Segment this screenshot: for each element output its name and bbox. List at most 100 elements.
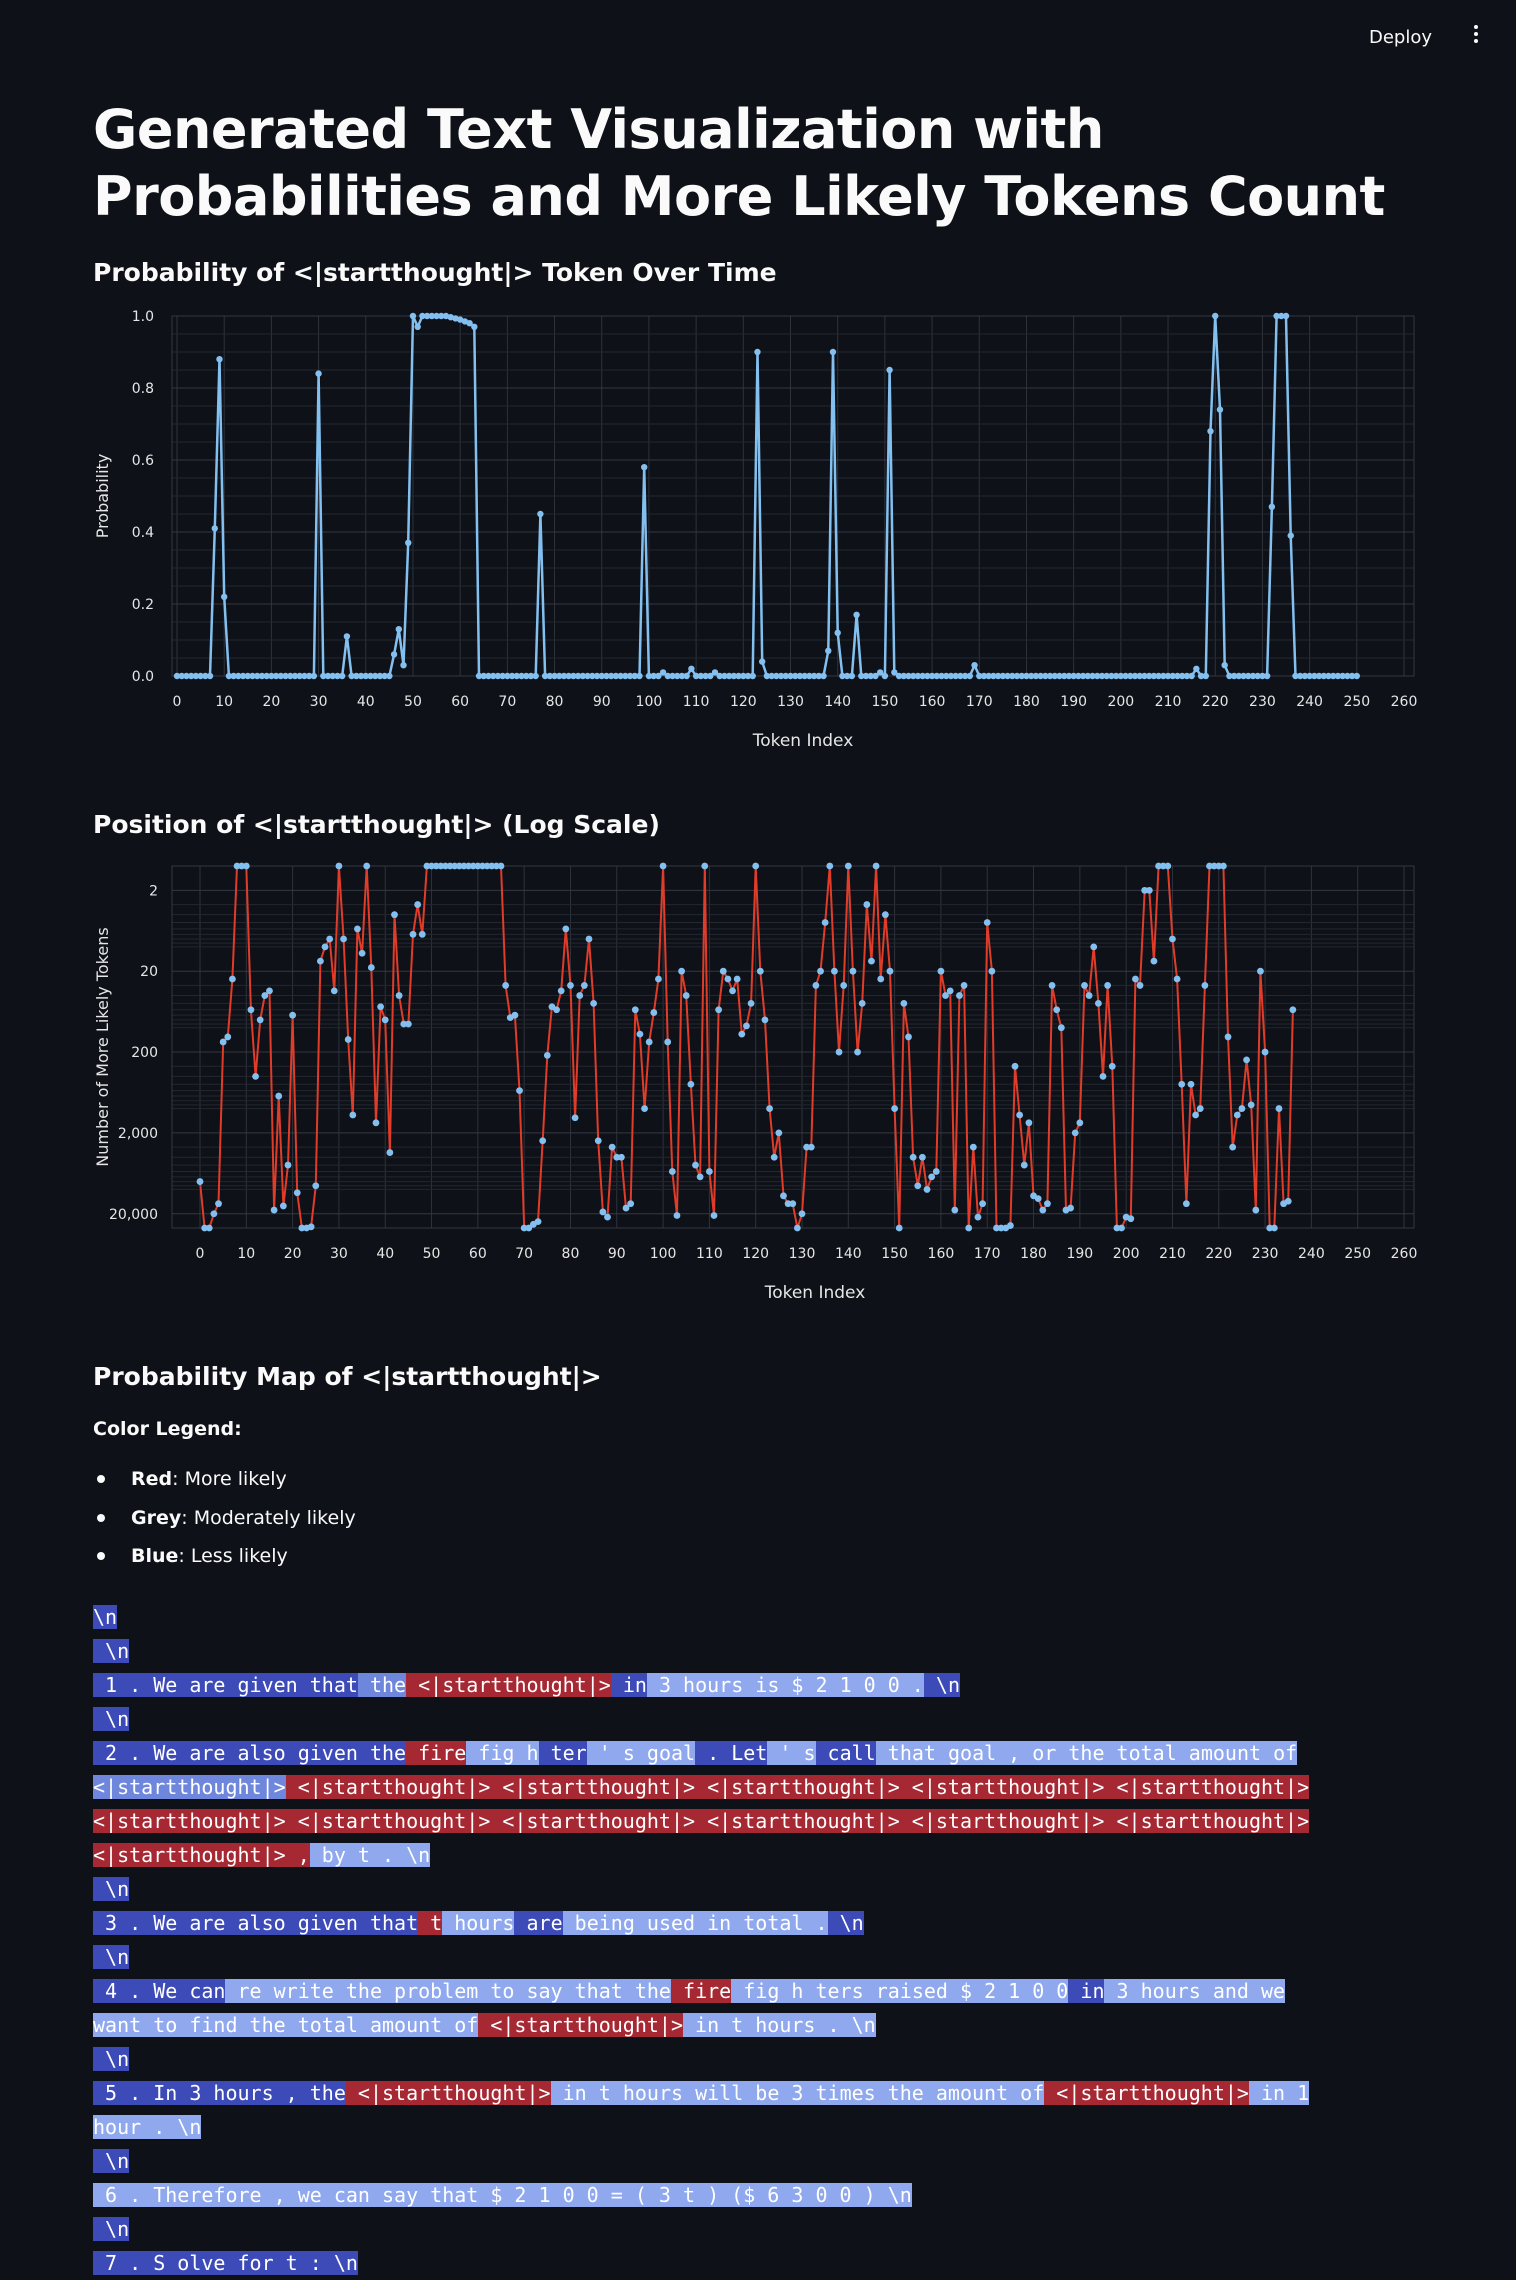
data-point — [1245, 672, 1252, 680]
token-span: fig h ters raised $ 2 1 0 0 — [731, 1979, 1069, 2003]
data-point — [768, 672, 775, 680]
token-span: . Let — [695, 1741, 768, 1765]
data-point — [287, 672, 294, 680]
data-point — [557, 987, 565, 995]
data-point — [872, 672, 879, 680]
data-point — [1193, 665, 1200, 672]
data-point — [1344, 672, 1351, 680]
token-span: want to find the total amount of — [93, 2013, 479, 2037]
data-point — [362, 672, 369, 680]
data-point — [1076, 1119, 1084, 1127]
token-span: re write the problem to say that the — [225, 1979, 671, 2003]
data-point — [999, 672, 1007, 680]
token-line: 7 . S olve for t : \n — [93, 2246, 1433, 2280]
data-point — [1132, 975, 1139, 983]
data-point — [289, 1011, 297, 1019]
legend-title: Color Legend: — [93, 1418, 242, 1440]
token-span: 4 . We can — [93, 1979, 226, 2003]
data-point — [789, 1200, 797, 1208]
data-point — [372, 1119, 380, 1127]
data-point — [282, 672, 289, 680]
data-point — [405, 539, 412, 546]
y-axis-label: Number of More Likely Tokens — [93, 927, 112, 1166]
x-tick-label: 180 — [1013, 694, 1040, 710]
token-span: 6 . Therefore , we can say that $ 2 1 0 … — [93, 2183, 912, 2207]
data-point — [710, 1212, 718, 1219]
data-point — [974, 1213, 982, 1221]
data-point — [334, 672, 341, 680]
data-point — [358, 949, 366, 957]
data-point — [494, 672, 502, 680]
token-line: <|startthought|> <|startthought|> <|star… — [93, 1804, 1433, 1838]
token-line: \n — [93, 1702, 1433, 1736]
data-point — [928, 672, 936, 680]
x-tick-label: 40 — [357, 694, 375, 710]
data-point — [1023, 672, 1030, 680]
data-point — [1252, 1206, 1260, 1214]
data-point — [1056, 672, 1063, 680]
x-tick-label: 260 — [1391, 1246, 1418, 1262]
token-span: \n — [827, 1911, 864, 1935]
x-tick-label: 140 — [824, 694, 851, 710]
data-point — [988, 967, 996, 975]
deploy-button[interactable]: Deploy — [1353, 20, 1448, 56]
data-point — [1085, 992, 1093, 999]
data-point — [1325, 672, 1332, 680]
data-point — [534, 1218, 542, 1225]
data-point — [1136, 982, 1144, 989]
token-span: in — [1068, 1979, 1105, 2003]
data-point — [844, 862, 852, 870]
data-point — [938, 672, 945, 680]
x-tick-label: 200 — [1107, 694, 1134, 710]
data-point — [831, 967, 838, 975]
data-point — [1240, 672, 1247, 680]
data-point — [669, 672, 676, 680]
data-point — [806, 672, 813, 680]
data-point — [1057, 1024, 1065, 1032]
token-line: 6 . Therefore , we can say that $ 2 1 0 … — [93, 2178, 1433, 2212]
data-point — [284, 1161, 292, 1169]
data-point — [395, 626, 403, 633]
data-point — [919, 672, 926, 680]
chart-title-probability: Probability of <|startthought|> Token Ov… — [93, 258, 777, 287]
data-point — [438, 312, 445, 320]
data-point — [1112, 672, 1120, 680]
data-point — [1108, 1062, 1116, 1070]
data-point — [224, 1033, 232, 1041]
data-point — [724, 975, 732, 983]
data-point — [919, 1153, 926, 1161]
data-point — [340, 935, 347, 943]
data-point — [518, 672, 525, 680]
data-point — [701, 862, 709, 870]
token-span: in — [610, 1673, 647, 1697]
token-span: <|startthought|> <|startthought|> <|star… — [93, 1809, 1310, 1833]
data-point — [363, 862, 371, 870]
data-point — [1243, 1056, 1250, 1064]
data-point — [659, 862, 667, 870]
y-tick-label: 20 — [140, 964, 158, 980]
data-point — [1201, 982, 1209, 989]
data-point — [1230, 672, 1238, 680]
data-point — [622, 1204, 630, 1212]
data-point — [743, 1022, 750, 1030]
x-tick-label: 20 — [284, 1246, 302, 1262]
data-point — [216, 356, 223, 363]
data-point — [423, 312, 431, 320]
data-point — [1202, 672, 1209, 680]
data-point — [502, 982, 510, 989]
x-tick-label: 60 — [469, 1246, 487, 1262]
data-point — [1270, 1224, 1278, 1232]
data-point — [571, 1114, 579, 1122]
data-point — [1104, 982, 1112, 989]
data-point — [1196, 1105, 1204, 1112]
x-tick-label: 150 — [881, 1246, 908, 1262]
x-tick-label: 160 — [928, 1246, 955, 1262]
plot-frame — [171, 865, 1415, 1229]
x-tick-label: 30 — [330, 1246, 348, 1262]
data-point — [1249, 672, 1257, 680]
data-point — [418, 930, 426, 938]
data-point — [593, 672, 601, 680]
kebab-menu-icon[interactable] — [1460, 22, 1492, 54]
token-span: in t hours will be 3 times the amount of — [550, 2081, 1045, 2105]
data-point — [1216, 406, 1224, 413]
